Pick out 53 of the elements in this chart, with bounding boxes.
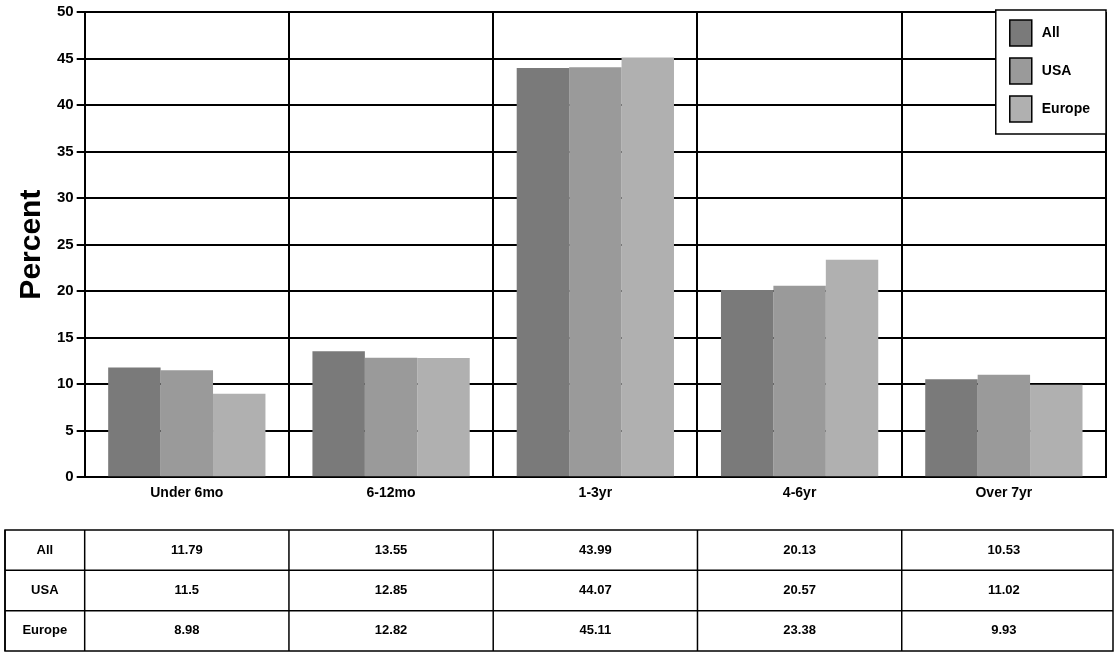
y-tick-label: 25 [57,234,74,252]
data-label: 8.98 [174,622,200,638]
bar [160,370,214,477]
bar [569,67,622,477]
data-label: 23.38 [783,622,816,638]
y-tick-label: 45 [57,48,74,66]
bar [1030,384,1083,477]
bar [621,57,674,477]
bar [364,357,418,477]
y-tick-label: 50 [57,2,74,20]
bar [516,67,570,477]
data-label: 11.79 [170,541,203,557]
bar [925,379,978,477]
y-axis-title: Percent [13,189,47,300]
data-label: 12.85 [374,582,408,598]
bar [773,285,826,477]
y-tick-label: 35 [57,141,74,159]
y-tick-label: 30 [57,188,74,206]
y-tick-label: 5 [65,420,74,438]
y-tick-label: 40 [57,95,74,113]
data-label: 20.57 [783,582,816,598]
bar [977,374,1031,477]
data-label: 13.55 [374,541,408,557]
legend-label: All [1041,23,1060,40]
text: USA [31,582,59,598]
x-tick-label: 6-12mo [366,484,416,501]
data-label: 12.82 [374,622,408,638]
y-tick-label: 15 [57,327,74,345]
bar [213,393,266,477]
data-label: 11.5 [174,582,200,598]
y-tick-label: 10 [57,374,74,392]
data-label: 9.93 [991,622,1017,638]
y-tick-label: 0 [65,467,74,485]
legend-label: USA [1041,61,1072,78]
x-tick-label: Over 7yr [975,484,1033,501]
text: Europe [22,622,68,638]
data-label: 11.02 [987,582,1020,598]
x-tick-label: 4-6yr [782,484,817,501]
data-label: 43.99 [579,541,612,557]
bar [825,259,879,477]
data-label: 44.07 [579,582,612,598]
x-tick-label: 1-3yr [578,484,613,501]
data-label: 20.13 [783,541,816,557]
y-tick-label: 20 [57,281,74,299]
data-label: 45.11 [579,622,612,638]
x-tick-label: Under 6mo [150,484,224,501]
bar [417,357,470,477]
legend-label: Europe [1041,99,1091,116]
data-label: 10.53 [987,541,1021,557]
bar [720,289,774,477]
text: All [36,541,54,557]
bar [312,351,365,477]
bar [108,367,161,477]
